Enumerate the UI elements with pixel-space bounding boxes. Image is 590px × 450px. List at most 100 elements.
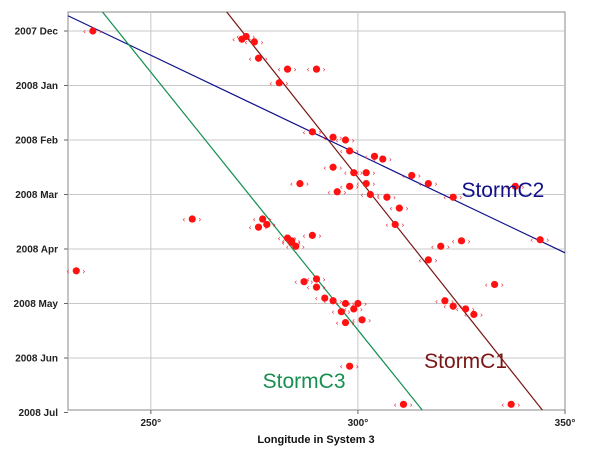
point-marker bbox=[437, 242, 445, 250]
error-bar-right: › bbox=[99, 27, 102, 36]
error-bar-right: › bbox=[323, 275, 326, 284]
error-bar-right: › bbox=[459, 302, 462, 311]
error-bar-left: ‹ bbox=[505, 182, 508, 191]
error-bar-right: › bbox=[339, 133, 342, 142]
data-point: ‹› bbox=[418, 180, 437, 189]
error-bar-right: › bbox=[356, 147, 359, 156]
point-marker bbox=[391, 220, 399, 229]
error-bar-right: › bbox=[409, 400, 412, 409]
point-marker bbox=[283, 65, 292, 73]
point-marker bbox=[346, 182, 354, 190]
error-bar-left: ‹ bbox=[340, 362, 343, 371]
data-point: ‹› bbox=[278, 65, 297, 74]
error-bar-right: › bbox=[372, 180, 375, 189]
point-marker bbox=[263, 220, 271, 229]
x-axis-label: Longitude in System 3 bbox=[257, 434, 374, 446]
point-marker bbox=[362, 180, 370, 188]
point-marker bbox=[300, 278, 308, 286]
point-marker bbox=[341, 299, 350, 308]
data-point: ‹› bbox=[501, 400, 520, 409]
error-bar-right: › bbox=[339, 297, 342, 306]
error-bar-right: › bbox=[459, 193, 462, 202]
error-bar-left: ‹ bbox=[418, 256, 421, 265]
error-bar-left: ‹ bbox=[340, 147, 343, 156]
error-bar-left: ‹ bbox=[302, 231, 305, 240]
data-point: ‹› bbox=[331, 308, 350, 317]
data-point: ‹› bbox=[323, 297, 342, 306]
y-tick-label: 2008 Jun bbox=[15, 354, 58, 365]
error-bar-right: › bbox=[318, 128, 321, 137]
data-point: ‹› bbox=[327, 188, 346, 197]
data-point: ‹› bbox=[344, 169, 363, 178]
data-point: ‹› bbox=[335, 319, 354, 328]
point-marker bbox=[250, 38, 258, 46]
y-tick-label: 2008 Jul bbox=[19, 408, 59, 419]
point-marker bbox=[457, 237, 466, 245]
data-point: ‹› bbox=[435, 297, 454, 306]
error-bar-left: ‹ bbox=[356, 169, 359, 178]
error-bar-right: › bbox=[356, 182, 359, 191]
error-bar-right: › bbox=[302, 242, 305, 251]
error-bar-right: › bbox=[310, 278, 313, 287]
error-bar-right: › bbox=[339, 163, 342, 172]
error-bar-left: ‹ bbox=[501, 400, 504, 409]
error-bar-right: › bbox=[480, 310, 483, 319]
error-bar-right: › bbox=[265, 54, 268, 63]
point-marker bbox=[308, 231, 316, 239]
error-bar-right: › bbox=[356, 362, 359, 371]
point-marker bbox=[354, 299, 362, 308]
point-marker bbox=[366, 190, 374, 199]
point-marker bbox=[536, 236, 544, 244]
data-point: ‹› bbox=[294, 278, 313, 287]
data-point: ‹› bbox=[335, 136, 354, 145]
error-bar-left: ‹ bbox=[377, 193, 380, 202]
error-bar-right: › bbox=[248, 35, 251, 44]
series-label-stormc2: StormC2 bbox=[461, 179, 544, 202]
data-point: ‹› bbox=[340, 182, 359, 191]
error-bar-left: ‹ bbox=[269, 79, 272, 88]
error-bar-right: › bbox=[401, 220, 404, 229]
error-bar-right: › bbox=[318, 231, 321, 240]
y-tick-label: 2008 Mar bbox=[15, 190, 58, 201]
data-point: ‹› bbox=[307, 65, 326, 74]
error-bar-left: ‹ bbox=[66, 267, 69, 276]
data-point: ‹› bbox=[389, 204, 408, 213]
data-point: ‹› bbox=[340, 147, 359, 156]
point-marker bbox=[383, 193, 391, 201]
data-point: ‹› bbox=[485, 280, 504, 289]
error-bar-right: › bbox=[501, 280, 504, 289]
error-bar-left: ‹ bbox=[323, 163, 326, 172]
series-label-stormc3: StormC3 bbox=[263, 370, 346, 393]
trend-lines bbox=[68, 12, 565, 410]
data-point: ‹› bbox=[348, 300, 367, 309]
error-bar-left: ‹ bbox=[402, 171, 405, 180]
data-point: ‹› bbox=[505, 182, 524, 191]
error-bar-right: › bbox=[269, 215, 272, 224]
data-points: ‹›‹›‹›‹›‹›‹›‹›‹›‹›‹›‹›‹›‹›‹›‹›‹›‹›‹›‹›‹›… bbox=[66, 27, 549, 409]
point-marker bbox=[449, 193, 457, 201]
error-bar-right: › bbox=[306, 180, 309, 189]
point-marker bbox=[470, 310, 478, 318]
x-tick-label: 250° bbox=[140, 418, 161, 429]
error-bar-left: ‹ bbox=[307, 65, 310, 74]
point-marker bbox=[254, 223, 263, 231]
error-bar-left: ‹ bbox=[278, 234, 281, 243]
data-point: ‹› bbox=[307, 275, 326, 284]
point-marker bbox=[341, 136, 350, 144]
data-point: ‹› bbox=[269, 79, 288, 88]
error-bar-left: ‹ bbox=[393, 400, 396, 409]
data-point: ‹› bbox=[356, 180, 375, 189]
data-point: ‹› bbox=[335, 300, 354, 309]
point-marker bbox=[350, 169, 358, 177]
data-point: ‹› bbox=[356, 169, 375, 178]
grid bbox=[64, 12, 566, 414]
error-bar-left: ‹ bbox=[389, 204, 392, 213]
error-bar-right: › bbox=[294, 234, 297, 243]
error-bar-left: ‹ bbox=[278, 65, 281, 74]
error-bar-left: ‹ bbox=[294, 278, 297, 287]
error-bar-left: ‹ bbox=[373, 155, 376, 164]
error-bar-left: ‹ bbox=[249, 223, 252, 232]
error-bar-right: › bbox=[351, 319, 354, 328]
error-bar-left: ‹ bbox=[418, 180, 421, 189]
trend-line-stormc3 bbox=[101, 12, 423, 410]
